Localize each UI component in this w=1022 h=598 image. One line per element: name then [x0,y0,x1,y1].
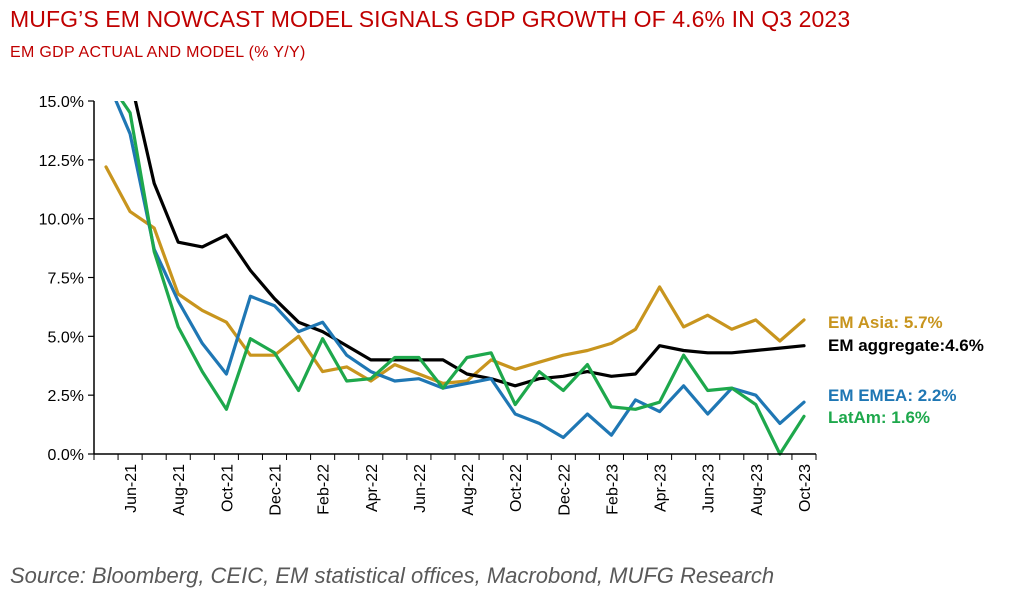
x-tick-label: Apr-23 [653,464,670,512]
chart-title: MUFG’S EM NOWCAST MODEL SIGNALS GDP GROW… [10,6,851,32]
source-note: Source: Bloomberg, CEIC, EM statistical … [10,563,775,588]
y-tick-label: 5.0% [48,329,84,346]
x-tick-label: Feb-23 [604,464,621,515]
x-tick-label: Dec-21 [268,464,285,516]
y-tick-label: 15.0% [39,94,84,111]
x-tick-label: Feb-22 [316,464,333,515]
chart-subtitle: EM GDP ACTUAL AND MODEL (% Y/Y) [10,44,306,61]
x-tick-label: Apr-22 [364,464,381,512]
x-tick-label: Oct-23 [797,464,814,512]
x-tick-label: Aug-23 [749,464,766,516]
x-tick-label: Jun-22 [412,464,429,513]
legend-label-em-asia: EM Asia: 5.7% [828,313,943,332]
x-tick-label: Oct-21 [219,464,236,512]
series-line-em-aggregate [133,101,806,388]
y-tick-label: 2.5% [48,388,84,405]
x-tick-label: Oct-22 [508,464,525,512]
y-tick-label: 10.0% [39,212,84,229]
x-tick-label: Aug-22 [460,464,477,516]
x-tick-label: Dec-22 [556,464,573,516]
x-tick-label: Jun-21 [123,464,140,513]
x-tick-label: Aug-21 [171,464,188,516]
y-tick-label: 12.5% [39,153,84,170]
y-tick-label: 7.5% [48,271,84,288]
series-line-latam [120,101,806,456]
legend-label-em-emea: EM EMEA: 2.2% [828,386,956,405]
legend-label-latam: LatAm: 1.6% [828,408,930,427]
y-tick-label: 0.0% [48,447,84,464]
legend-label-em-aggregate: EM aggregate:4.6% [828,336,984,355]
series-line-em-emea [114,101,806,440]
x-tick-label: Jun-23 [701,464,718,513]
series-line-em-asia [104,165,806,385]
